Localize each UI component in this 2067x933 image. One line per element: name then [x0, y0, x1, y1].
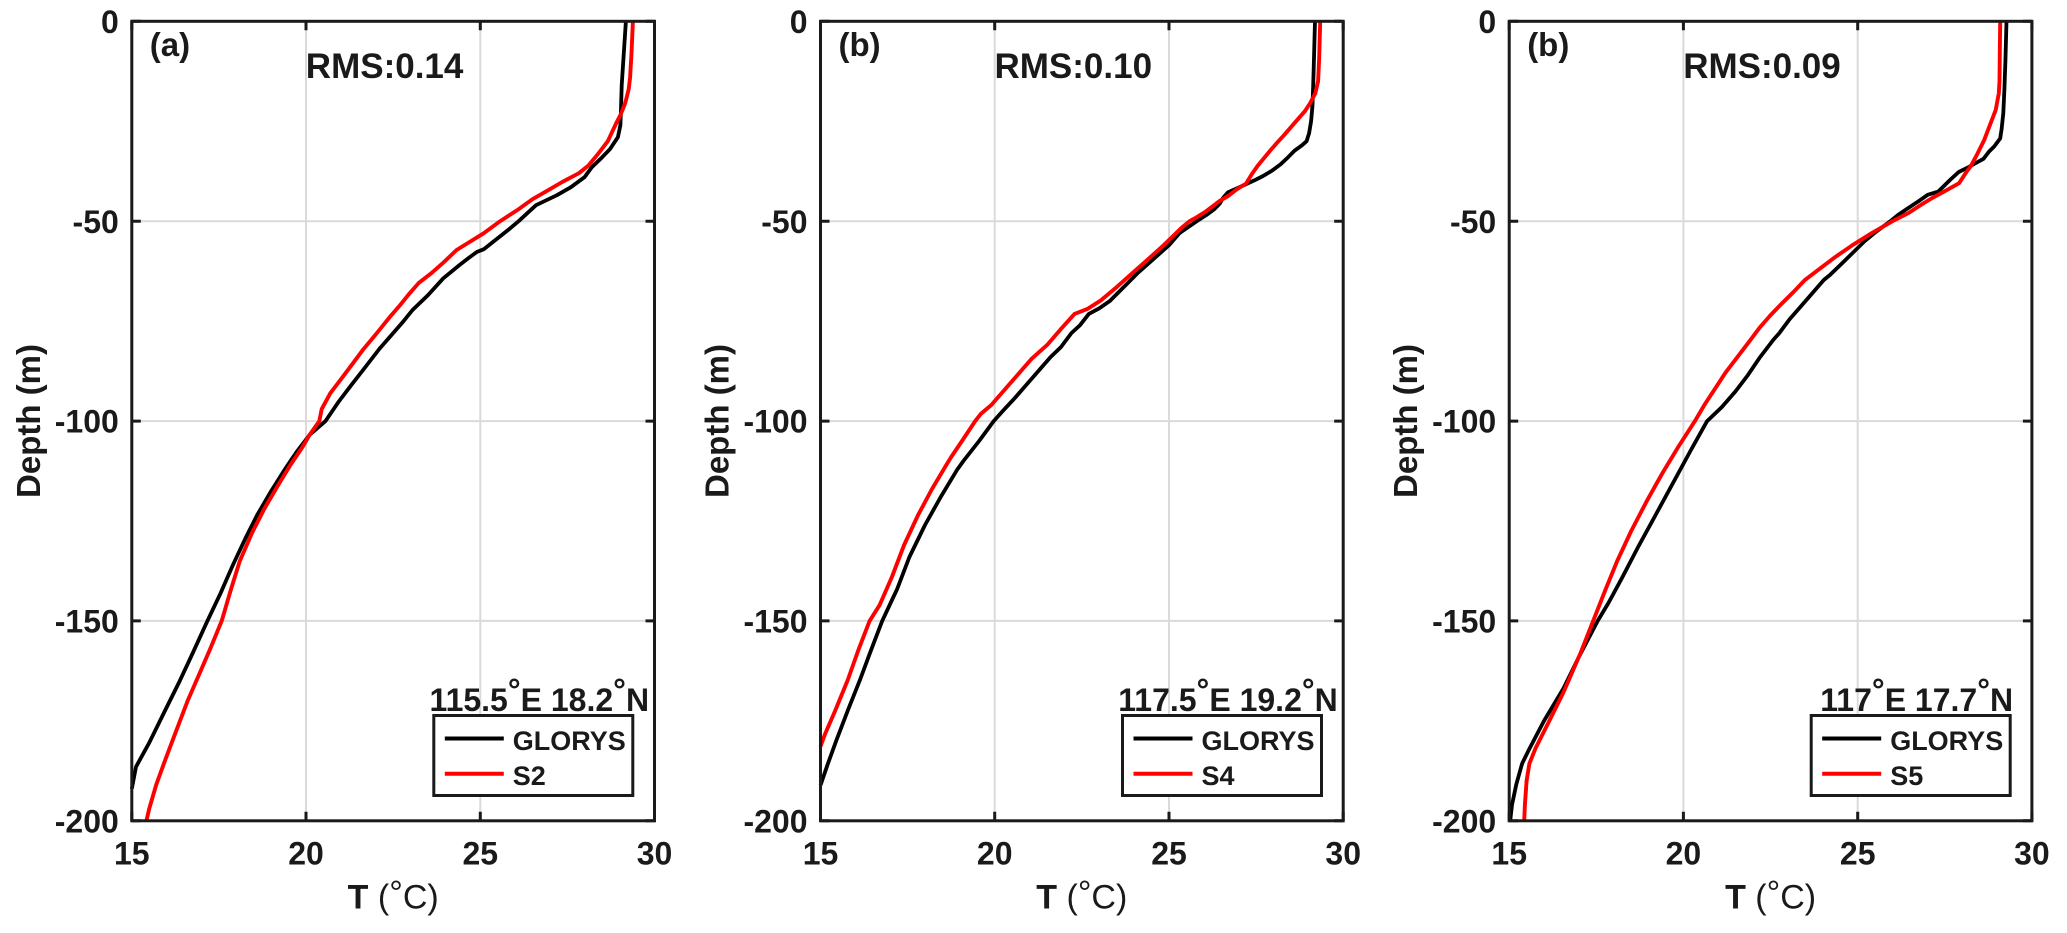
svg-text:15: 15	[1491, 836, 1527, 872]
svg-text:(a): (a)	[150, 26, 190, 63]
svg-text:-100: -100	[55, 404, 119, 440]
svg-text:115.5°E 18.2°N: 115.5°E 18.2°N	[430, 672, 650, 718]
svg-text:15: 15	[803, 836, 839, 872]
svg-text:-150: -150	[1432, 604, 1496, 640]
svg-text:-150: -150	[55, 604, 119, 640]
svg-text:30: 30	[637, 836, 673, 872]
svg-text:15: 15	[114, 836, 150, 872]
svg-text:S4: S4	[1202, 761, 1235, 791]
svg-text:-100: -100	[1432, 404, 1496, 440]
svg-text:25: 25	[463, 836, 499, 872]
svg-text:-150: -150	[743, 604, 807, 640]
svg-text:25: 25	[1151, 836, 1187, 872]
svg-text:GLORYS: GLORYS	[513, 726, 626, 756]
svg-text:30: 30	[2014, 836, 2050, 872]
svg-text:-50: -50	[73, 204, 119, 240]
svg-text:-100: -100	[743, 404, 807, 440]
svg-text:S5: S5	[1890, 761, 1923, 791]
svg-text:-200: -200	[1432, 803, 1496, 839]
svg-text:25: 25	[1840, 836, 1876, 872]
svg-text:20: 20	[977, 836, 1013, 872]
svg-text:RMS:0.14: RMS:0.14	[306, 47, 464, 86]
svg-text:(b): (b)	[839, 26, 881, 63]
svg-text:T (°C): T (°C)	[1725, 875, 1816, 917]
svg-text:Depth (m): Depth (m)	[699, 344, 736, 498]
svg-text:20: 20	[288, 836, 324, 872]
svg-text:GLORYS: GLORYS	[1202, 726, 1315, 756]
svg-text:0: 0	[101, 4, 119, 40]
svg-text:117.5°E 19.2°N: 117.5°E 19.2°N	[1118, 672, 1338, 718]
svg-text:-200: -200	[743, 803, 807, 839]
svg-text:T (°C): T (°C)	[1036, 875, 1127, 917]
svg-text:0: 0	[1478, 4, 1496, 40]
svg-text:Depth (m): Depth (m)	[1387, 344, 1424, 498]
svg-text:T (°C): T (°C)	[348, 875, 439, 917]
svg-text:-50: -50	[1450, 204, 1496, 240]
svg-text:RMS:0.09: RMS:0.09	[1683, 47, 1841, 86]
svg-text:0: 0	[790, 4, 808, 40]
svg-text:(b): (b)	[1527, 26, 1569, 63]
svg-text:-50: -50	[761, 204, 807, 240]
svg-text:S2: S2	[513, 761, 546, 791]
svg-text:GLORYS: GLORYS	[1890, 726, 2003, 756]
svg-text:RMS:0.10: RMS:0.10	[995, 47, 1153, 86]
svg-text:20: 20	[1666, 836, 1702, 872]
svg-text:30: 30	[1325, 836, 1361, 872]
svg-text:117°E 17.7°N: 117°E 17.7°N	[1820, 672, 2013, 718]
svg-text:Depth (m): Depth (m)	[10, 344, 47, 498]
svg-text:-200: -200	[55, 803, 119, 839]
